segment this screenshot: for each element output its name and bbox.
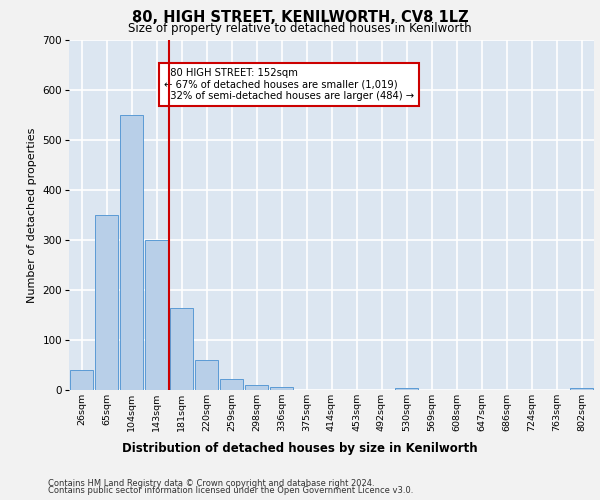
- Text: Distribution of detached houses by size in Kenilworth: Distribution of detached houses by size …: [122, 442, 478, 455]
- Text: Size of property relative to detached houses in Kenilworth: Size of property relative to detached ho…: [128, 22, 472, 35]
- Bar: [119, 115, 143, 390]
- Y-axis label: Number of detached properties: Number of detached properties: [27, 128, 37, 302]
- Text: 80, HIGH STREET, KENILWORTH, CV8 1LZ: 80, HIGH STREET, KENILWORTH, CV8 1LZ: [131, 10, 469, 25]
- Text: Contains public sector information licensed under the Open Government Licence v3: Contains public sector information licen…: [48, 486, 413, 495]
- Bar: [220, 379, 244, 390]
- Bar: [569, 388, 593, 390]
- Bar: [95, 215, 118, 390]
- Bar: [269, 386, 293, 390]
- Bar: [145, 240, 169, 390]
- Bar: [170, 308, 193, 390]
- Bar: [194, 360, 218, 390]
- Bar: [70, 370, 94, 390]
- Text: Contains HM Land Registry data © Crown copyright and database right 2024.: Contains HM Land Registry data © Crown c…: [48, 478, 374, 488]
- Text: 80 HIGH STREET: 152sqm
← 67% of detached houses are smaller (1,019)
  32% of sem: 80 HIGH STREET: 152sqm ← 67% of detached…: [163, 68, 413, 101]
- Bar: [395, 388, 418, 390]
- Bar: [245, 384, 268, 390]
